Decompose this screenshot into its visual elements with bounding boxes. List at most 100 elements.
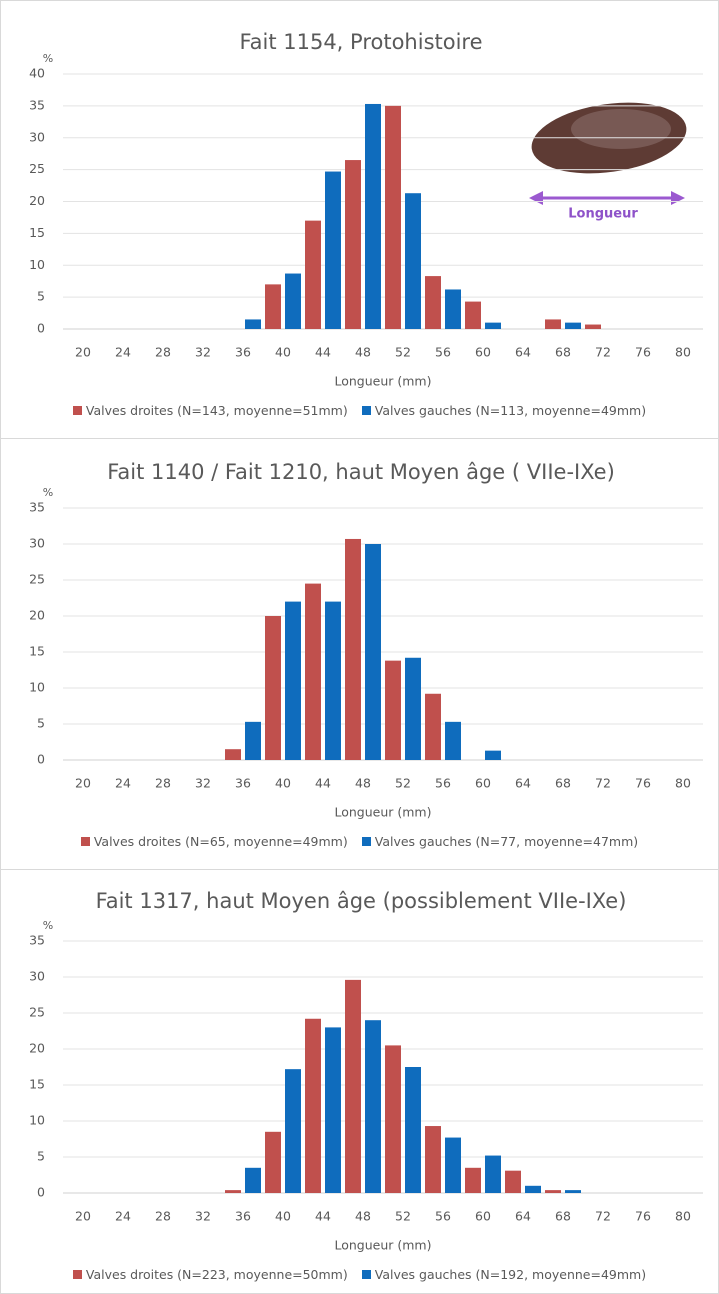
chart: % 0 5 10 15 20 25 30 35 20 24 28 32 36 40 44 48 52 56 60 64 6… — [29, 919, 703, 1253]
bar — [465, 1167, 481, 1193]
x-tick-label: 24 — [115, 776, 131, 791]
y-tick-label: 0 — [37, 1185, 45, 1200]
annotation: Longueur — [568, 207, 638, 222]
x-tick-label: 40 — [275, 345, 291, 360]
y-axis-label: % — [43, 919, 53, 932]
bar — [425, 1126, 441, 1193]
bar — [565, 1190, 581, 1193]
y-tick-label: 35 — [29, 97, 45, 112]
legend: Valves droites (N=143, moyenne=51mm) Valv… — [1, 403, 718, 418]
legend-swatch — [72, 1270, 82, 1279]
y-tick-label: 25 — [29, 572, 45, 587]
bar — [385, 660, 401, 760]
legend-label: Valves gauches (N=77, moyenne=47mm) — [374, 834, 639, 849]
chart-panel: % 0 5 10 15 20 25 30 35 20 24 28 32 36 40 44 48 52 56 60 64 6… — [0, 869, 719, 1294]
x-tick-label: 36 — [235, 1209, 251, 1224]
bar — [445, 289, 461, 329]
bar — [265, 1131, 281, 1193]
y-tick-label: 40 — [29, 66, 45, 81]
bar — [225, 749, 241, 760]
bar — [385, 1045, 401, 1193]
x-tick-label: 56 — [435, 1209, 451, 1224]
legend-label: Valves gauches (N=192, moyenne=49mm) — [374, 1267, 647, 1282]
legend-label: Valves droites (N=65, moyenne=49mm) — [93, 834, 348, 849]
chart: Longueur % 0 5 10 15 20 25 30 35 40 20 24 28 32 36 40 44… — [29, 52, 703, 389]
bar — [225, 1190, 241, 1193]
bar — [405, 1067, 421, 1193]
x-tick-label: 68 — [555, 345, 571, 360]
x-tick-label: 76 — [635, 776, 651, 791]
bar — [305, 220, 321, 329]
chart: % 0 5 10 15 20 25 30 35 20 24 28 32 36 40 44 48 52 56 60 64 6… — [29, 486, 703, 820]
y-tick-label: 10 — [29, 680, 45, 695]
bar — [565, 322, 581, 329]
x-tick-label: 32 — [195, 345, 211, 360]
x-tick-label: 56 — [435, 776, 451, 791]
legend-swatch — [80, 837, 90, 846]
y-tick-label: 15 — [29, 225, 45, 240]
shell-highlight — [571, 109, 671, 149]
legend-item: Valves droites (N=223, moyenne=50mm) — [72, 1267, 348, 1282]
y-tick-label: 20 — [29, 1041, 45, 1056]
x-tick-label: 40 — [275, 776, 291, 791]
x-axis-label: Longueur (mm) — [334, 1238, 431, 1253]
y-axis-label: % — [43, 486, 53, 499]
legend-swatch — [72, 406, 82, 415]
bar — [285, 601, 301, 760]
chart-panel: % 0 5 10 15 20 25 30 35 20 24 28 32 36 40 44 48 52 56 60 64 6… — [0, 438, 719, 870]
x-tick-label: 44 — [315, 1209, 331, 1224]
x-tick-label: 56 — [435, 345, 451, 360]
x-tick-label: 32 — [195, 1209, 211, 1224]
chart-title: Fait 1317, haut Moyen âge (possiblement … — [95, 889, 627, 913]
legend-swatch — [361, 406, 371, 415]
bar — [365, 103, 381, 330]
x-tick-label: 64 — [515, 345, 531, 360]
x-tick-label: 60 — [475, 776, 491, 791]
x-tick-label: 64 — [515, 776, 531, 791]
y-tick-label: 10 — [29, 257, 45, 272]
y-tick-label: 0 — [37, 321, 45, 336]
y-tick-label: 0 — [37, 752, 45, 767]
x-tick-label: 80 — [675, 1209, 691, 1224]
x-tick-label: 36 — [235, 345, 251, 360]
x-tick-label: 28 — [155, 1209, 171, 1224]
x-tick-label: 68 — [555, 776, 571, 791]
y-axis-label: % — [43, 52, 53, 65]
bar — [345, 538, 361, 760]
legend-item: Valves gauches (N=192, moyenne=49mm) — [361, 1267, 647, 1282]
legend-label: Valves gauches (N=113, moyenne=49mm) — [374, 403, 647, 418]
legend-swatch — [361, 837, 371, 846]
y-tick-label: 10 — [29, 1113, 45, 1128]
bar — [265, 616, 281, 760]
x-tick-label: 72 — [595, 776, 611, 791]
x-tick-label: 32 — [195, 776, 211, 791]
chart-panel: Longueur % 0 5 10 15 20 25 30 35 40 20 24 28 32 36 40 44… — [0, 0, 719, 439]
x-tick-label: 60 — [475, 1209, 491, 1224]
y-tick-label: 20 — [29, 608, 45, 623]
bar — [285, 273, 301, 329]
bar — [545, 319, 561, 329]
chart-title: Fait 1140 / Fait 1210, haut Moyen âge ( … — [107, 460, 615, 484]
bar — [525, 1185, 541, 1193]
bar — [345, 160, 361, 329]
y-tick-label: 25 — [29, 1005, 45, 1020]
y-tick-label: 5 — [37, 289, 45, 304]
x-tick-label: 36 — [235, 776, 251, 791]
bar — [385, 105, 401, 329]
x-tick-label: 52 — [395, 345, 411, 360]
x-tick-label: 20 — [75, 1209, 91, 1224]
x-tick-label: 72 — [595, 1209, 611, 1224]
legend-item: Valves gauches (N=77, moyenne=47mm) — [361, 834, 639, 849]
bar — [425, 276, 441, 329]
y-tick-label: 15 — [29, 644, 45, 659]
bar — [505, 1170, 521, 1193]
x-tick-label: 44 — [315, 345, 331, 360]
bar — [365, 1020, 381, 1193]
y-tick-label: 30 — [29, 536, 45, 551]
x-tick-label: 44 — [315, 776, 331, 791]
arrow-head — [671, 191, 685, 205]
x-tick-label: 60 — [475, 345, 491, 360]
bar — [485, 1155, 501, 1193]
bar — [245, 1167, 261, 1193]
